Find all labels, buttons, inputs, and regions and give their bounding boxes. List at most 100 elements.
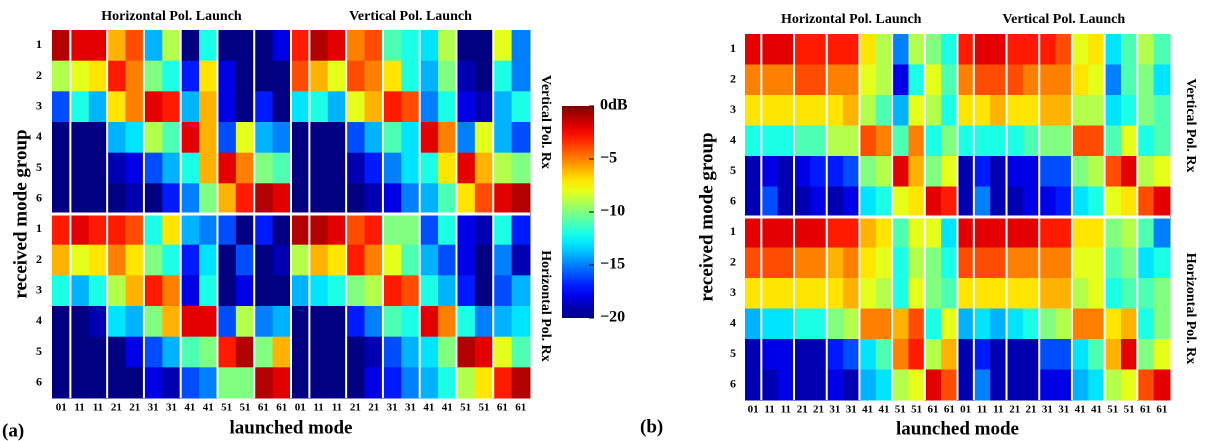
heatmap-cell [1088, 247, 1106, 279]
heatmap-cell [1055, 125, 1073, 157]
heatmap-cell [875, 64, 893, 96]
heatmap-cell [217, 30, 237, 62]
heatmap-cell [272, 367, 292, 399]
heatmap-cell [419, 183, 439, 215]
x-tick-label: 51 [1107, 404, 1118, 416]
heatmap-cell [761, 186, 779, 218]
heatmap-cell [52, 306, 71, 338]
heatmap-cell [1137, 95, 1155, 126]
heatmap-cell [941, 125, 958, 157]
heatmap-cell [474, 275, 494, 307]
heatmap-cell [291, 91, 310, 123]
heatmap-cell [1153, 125, 1171, 157]
heatmap-cell [235, 60, 255, 92]
y-tick-label: 1 [36, 221, 42, 235]
heatmap-cell [493, 91, 513, 123]
heatmap-cell [217, 336, 237, 368]
heatmap-cell [1039, 247, 1057, 279]
heatmap-cell [235, 214, 255, 246]
heatmap-cell [1137, 34, 1155, 65]
heatmap-cell [88, 183, 108, 215]
heatmap-cell [1088, 156, 1106, 187]
heatmap-cell [875, 186, 893, 218]
heatmap-cell [1039, 64, 1057, 96]
heatmap-cell [474, 122, 494, 154]
heatmap-cell [1071, 125, 1089, 157]
y-tick-label: 4 [36, 313, 42, 327]
heatmap-cell [254, 367, 274, 399]
heatmap-cell [1137, 217, 1155, 248]
heatmap-cell [162, 244, 182, 276]
heatmap-cell [777, 125, 795, 157]
heatmap-cell [1120, 64, 1138, 96]
heatmap-cell [327, 183, 347, 215]
heatmap-cell [52, 122, 71, 154]
heatmap-cell [493, 244, 513, 276]
heatmap-cell [346, 306, 366, 338]
heatmap-cell [143, 336, 163, 368]
heatmap-cell [107, 275, 127, 307]
heatmap-cell [843, 369, 860, 401]
heatmap-cell [875, 308, 893, 340]
heatmap-cell [1104, 308, 1122, 340]
heatmap-cell [291, 214, 310, 246]
heatmap-cell [1022, 95, 1040, 126]
y-tick-label: 5 [730, 163, 736, 177]
heatmap-cell [826, 186, 844, 218]
heatmap-cell [107, 367, 127, 399]
x-tick-label: 11 [764, 404, 774, 416]
heatmap-cell [810, 339, 828, 370]
heatmap-cell [1137, 247, 1155, 279]
y-tick-label: 3 [36, 282, 42, 296]
heatmap-cell [1006, 217, 1024, 248]
heatmap-cell [309, 152, 329, 184]
heatmap-cell [859, 186, 877, 218]
heatmap-cell [254, 336, 274, 368]
heatmap-cell [401, 60, 421, 92]
heatmap-cell [1120, 308, 1138, 340]
heatmap-cell [70, 244, 90, 276]
heatmap-cell [382, 306, 402, 338]
heatmap-cell [843, 308, 860, 340]
heatmap-cell [107, 214, 127, 246]
heatmap-cell [810, 308, 828, 340]
heatmap-cell [52, 183, 71, 215]
heatmap-cell [162, 214, 182, 246]
heatmap-cell [511, 336, 531, 368]
heatmap-cell [419, 214, 439, 246]
row-group-title: Vertical Pol. Rx [538, 75, 553, 169]
heatmap-cell [456, 183, 476, 215]
heatmap-cell [364, 183, 384, 215]
heatmap-cell [346, 152, 366, 184]
heatmap-cell [474, 244, 494, 276]
heatmap-cell [941, 217, 958, 248]
heatmap-cell [1022, 217, 1040, 248]
heatmap-cell [1120, 156, 1138, 187]
heatmap-cell [291, 30, 310, 62]
heatmap-cell [1104, 217, 1122, 248]
heatmap-cell [327, 336, 347, 368]
heatmap-cell [327, 367, 347, 399]
heatmap-cell [1153, 308, 1171, 340]
heatmap-cell [908, 64, 926, 96]
heatmap-cell [1104, 34, 1122, 65]
heatmap-cell [908, 247, 926, 279]
heatmap-cell [843, 217, 860, 248]
panel-label: (a) [2, 420, 24, 441]
x-tick-label: 51 [221, 402, 232, 414]
heatmap-cell [777, 156, 795, 187]
heatmap-cell [1055, 339, 1073, 370]
heatmap-cell [973, 125, 991, 157]
heatmap-cell [52, 214, 71, 246]
heatmap-cell [401, 244, 421, 276]
heatmap-cell [777, 64, 795, 96]
heatmap-cell [346, 336, 366, 368]
heatmap-cell [794, 278, 811, 309]
heatmap-cell [957, 217, 975, 248]
heatmap-cell [1153, 278, 1171, 309]
heatmap-cell [493, 275, 513, 307]
heatmap-cell [70, 214, 90, 246]
heatmap-cell [875, 95, 893, 126]
heatmap-cell [957, 64, 975, 96]
heatmap-cell [843, 95, 860, 126]
